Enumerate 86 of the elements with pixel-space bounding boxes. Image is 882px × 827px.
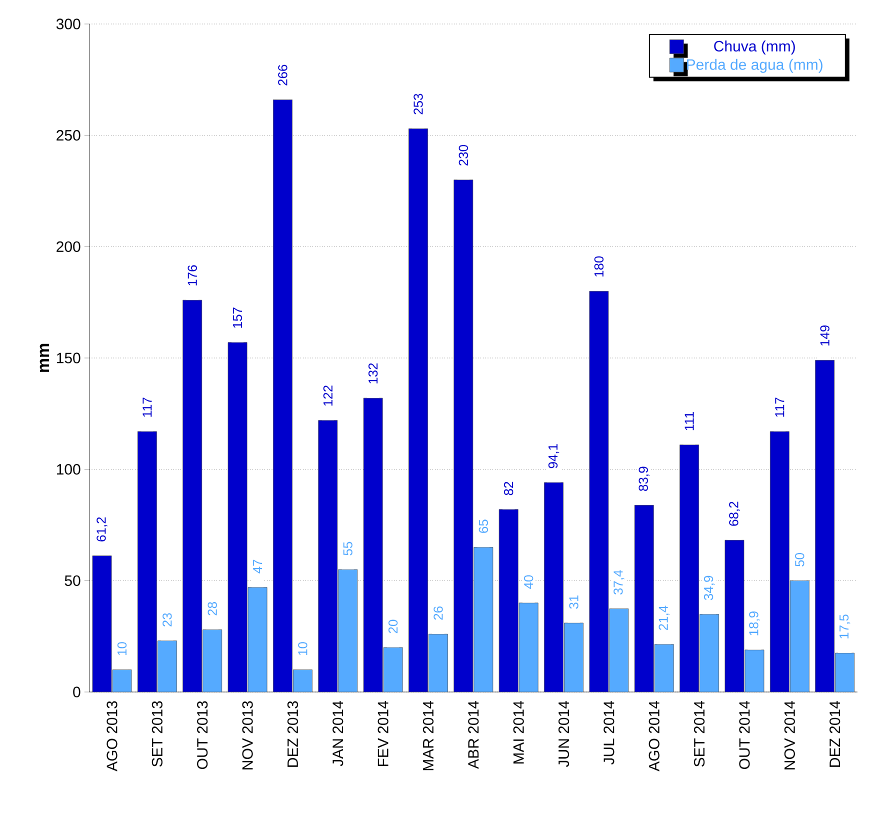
x-tick-label: OUT 2014 xyxy=(739,700,750,770)
bar xyxy=(498,509,518,692)
x-tick-label: ABR 2014 xyxy=(468,700,479,769)
y-tick-label: 250 xyxy=(56,130,80,141)
bar xyxy=(454,180,474,692)
y-tick-label: 100 xyxy=(57,464,80,475)
bar xyxy=(744,650,764,692)
bar xyxy=(112,670,132,692)
data-label: 94,1 xyxy=(548,444,560,468)
x-tick-label: MAI 2014 xyxy=(513,700,524,764)
data-label: 230 xyxy=(458,144,468,166)
data-label: 26 xyxy=(434,606,443,620)
data-label: 10 xyxy=(117,642,127,656)
bar xyxy=(564,622,584,692)
data-label: 61,2 xyxy=(96,517,108,542)
x-tick-label: SET 2013 xyxy=(152,701,162,767)
x-tick-label: DEZ 2013 xyxy=(287,701,298,767)
data-label: 20 xyxy=(388,620,398,634)
x-tick-label: SET 2014 xyxy=(694,700,705,767)
x-tick-label: MAR 2014 xyxy=(422,700,434,770)
bar xyxy=(680,444,700,692)
data-label: 28 xyxy=(208,602,217,616)
data-label: 266 xyxy=(278,64,288,86)
data-label: 122 xyxy=(323,386,332,406)
data-label: 253 xyxy=(414,94,423,114)
data-label: 50 xyxy=(795,553,804,566)
bar xyxy=(654,644,674,692)
data-label: 18,9 xyxy=(749,612,760,636)
bar xyxy=(318,420,338,692)
bar xyxy=(589,290,609,692)
data-label: 132 xyxy=(368,363,378,384)
x-tick-label: JUL 2014 xyxy=(604,700,614,765)
x-tick-label: JAN 2014 xyxy=(332,700,344,766)
y-tick-label: 50 xyxy=(64,575,80,586)
y-tick-label: 300 xyxy=(56,18,80,30)
y-tick-label: 0 xyxy=(73,686,80,698)
x-tick-label: DEZ 2014 xyxy=(830,700,840,767)
bar xyxy=(770,431,790,692)
data-label: 17,5 xyxy=(840,614,850,638)
legend-label: Chuva (mm) xyxy=(714,40,795,54)
bar xyxy=(182,300,202,692)
bar xyxy=(474,547,494,692)
data-label: 65 xyxy=(478,520,488,533)
bar xyxy=(157,640,177,692)
data-label: 157 xyxy=(233,308,242,328)
bar xyxy=(202,629,222,692)
bar xyxy=(363,398,383,692)
x-tick-label: JUN 2014 xyxy=(558,700,570,767)
bar xyxy=(92,556,112,692)
data-label: 117 xyxy=(775,398,784,417)
data-label: 82 xyxy=(504,482,514,496)
data-label: 10 xyxy=(298,642,308,656)
data-label: 68,2 xyxy=(729,502,740,526)
bar xyxy=(408,128,428,692)
x-tick-label: AGO 2014 xyxy=(648,700,660,772)
data-label: 47 xyxy=(253,560,262,574)
data-label: 176 xyxy=(188,265,197,286)
data-label: 40 xyxy=(524,575,534,589)
bar xyxy=(790,580,810,692)
data-label: 180 xyxy=(594,256,604,277)
data-label: 149 xyxy=(820,325,830,346)
bar xyxy=(338,569,358,692)
data-label: 37,4 xyxy=(614,570,624,595)
data-label: 83,9 xyxy=(638,466,650,491)
data-label: 55 xyxy=(343,542,352,556)
data-label: 111 xyxy=(684,412,694,430)
x-tick-label: NOV 2013 xyxy=(242,701,253,770)
data-label: 31 xyxy=(569,595,578,609)
bar xyxy=(835,652,855,692)
bar xyxy=(293,670,312,692)
data-label: 23 xyxy=(162,613,172,626)
y-tick-label: 200 xyxy=(56,241,80,252)
data-label: 34,9 xyxy=(704,576,715,600)
bar xyxy=(383,647,403,692)
data-label: 117 xyxy=(142,398,152,417)
bar xyxy=(228,342,248,692)
x-tick-label: OUT 2013 xyxy=(197,701,208,770)
y-axis-title: mm xyxy=(40,344,49,372)
y-tick-label: 150 xyxy=(57,352,80,364)
bar xyxy=(428,634,448,692)
bar xyxy=(724,540,744,692)
x-tick-label: NOV 2014 xyxy=(784,700,795,770)
x-tick-label: AGO 2013 xyxy=(106,701,118,772)
x-tick-label: FEV 2014 xyxy=(378,700,388,766)
bar xyxy=(137,431,157,692)
data-label: 21,4 xyxy=(658,606,670,630)
